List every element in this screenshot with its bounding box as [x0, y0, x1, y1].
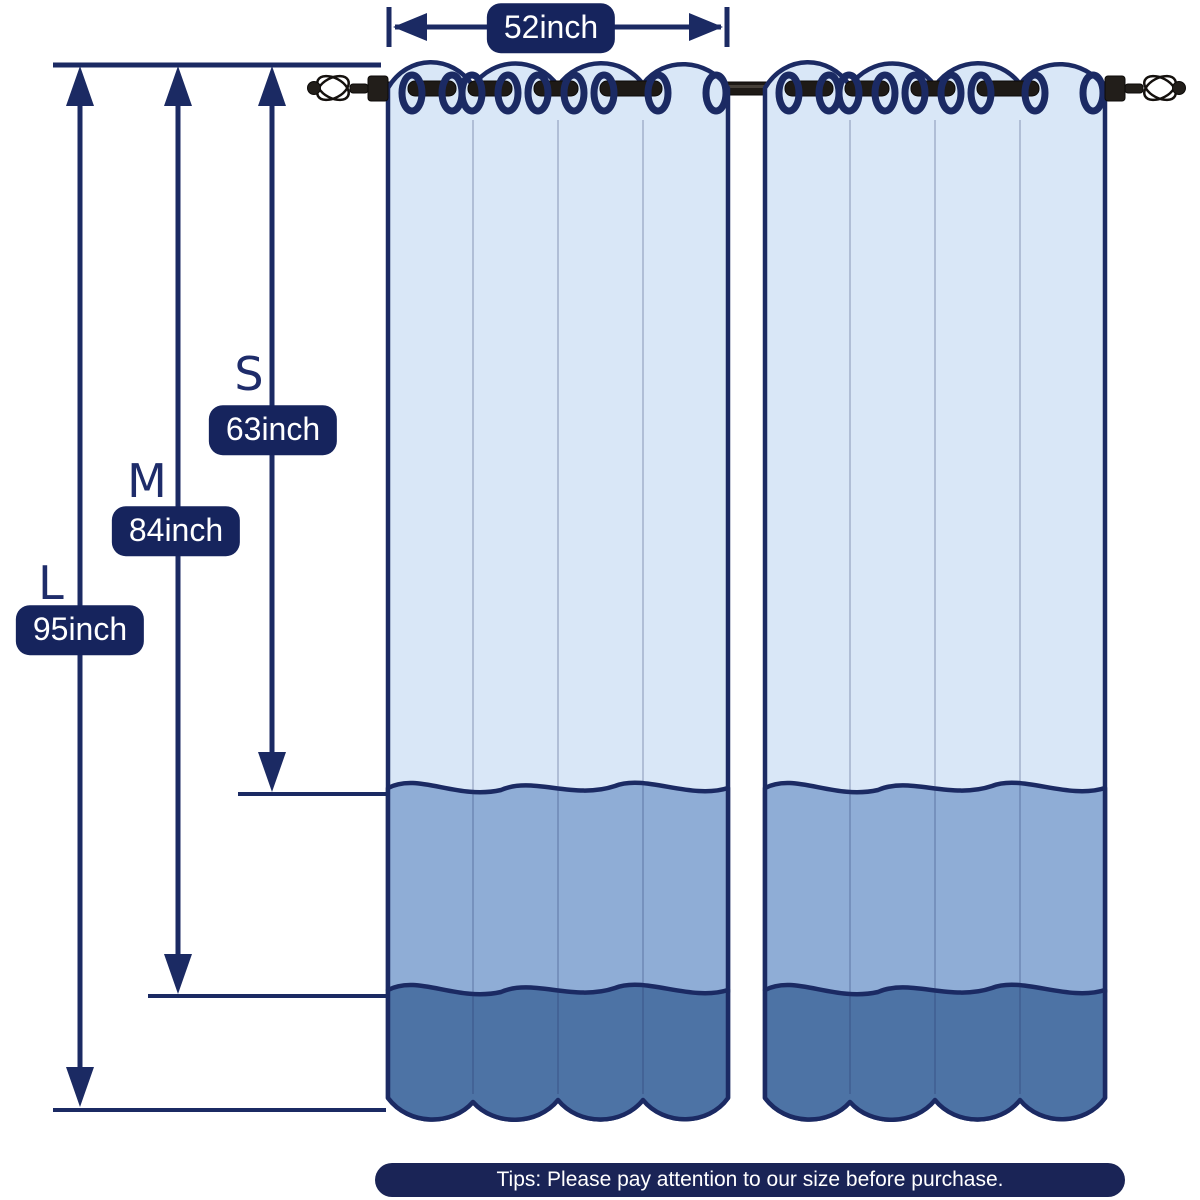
cage-finial-icon [1143, 74, 1177, 102]
arrowhead-up-icon [66, 66, 94, 106]
size-letter-l: L [38, 556, 64, 610]
arrowhead-up-icon [164, 66, 192, 106]
tips-banner: Tips: Please pay attention to our size b… [375, 1163, 1125, 1197]
rod-finial-left [307, 74, 389, 102]
size-letter-s: S [234, 347, 264, 401]
size-badge-l: 95inch [15, 605, 145, 655]
curtain-panel-right [765, 62, 1105, 1120]
cage-finial-icon [316, 74, 350, 102]
rod-bracket-icon [367, 75, 389, 102]
size-badge-m: 84inch [111, 506, 241, 556]
rod-finial-right [1104, 74, 1186, 102]
finial-ball-icon [307, 81, 321, 95]
curtain-band-dark [385, 982, 731, 1122]
arrowhead-right-icon [689, 13, 723, 41]
arrowhead-down-icon [258, 752, 286, 792]
fold-lines [472, 120, 644, 1094]
dimension-arrow-L [53, 66, 386, 1112]
grommet-rings [398, 71, 730, 115]
size-letter-m: M [127, 454, 167, 508]
finial-ball-icon [1172, 81, 1186, 95]
curtain-panel [385, 60, 731, 1122]
arrowhead-down-icon [164, 954, 192, 994]
arrowhead-down-icon [66, 1067, 94, 1107]
arrowhead-up-icon [258, 66, 286, 106]
width-badge: 52inch [486, 3, 616, 53]
arrowhead-left-icon [393, 13, 427, 41]
rod-bracket-icon [1104, 75, 1126, 102]
size-badge-s: 63inch [208, 405, 338, 455]
